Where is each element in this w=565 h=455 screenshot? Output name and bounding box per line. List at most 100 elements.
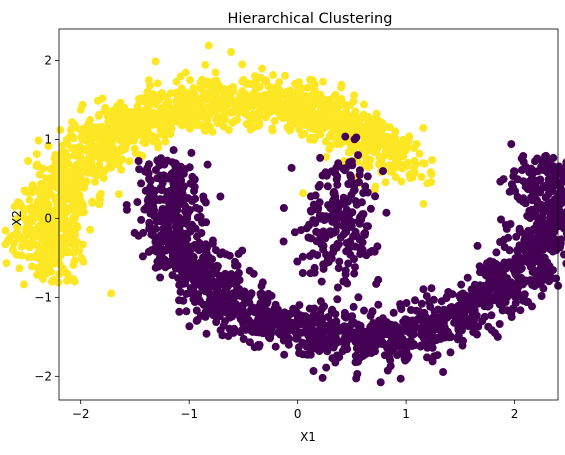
scatter-point [282, 113, 291, 122]
scatter-point [80, 208, 88, 217]
scatter-point [455, 292, 464, 300]
scatter-point [485, 301, 494, 310]
scatter-point [546, 204, 555, 213]
scatter-point [28, 262, 36, 271]
scatter-point [227, 48, 236, 56]
scatter-point [355, 219, 364, 228]
scatter-point [526, 214, 535, 223]
scatter-point [411, 160, 420, 169]
scatter-point [437, 324, 446, 333]
scatter-point [60, 234, 69, 242]
scatter-point [338, 347, 347, 356]
scatter-point [404, 136, 413, 145]
scatter-point [258, 100, 266, 109]
scatter-point [457, 326, 466, 335]
scatter-point [215, 95, 224, 103]
scatter-point [187, 148, 196, 157]
scatter-point [371, 141, 380, 150]
scatter-point [35, 170, 44, 179]
scatter-point [383, 340, 392, 349]
scatter-point [181, 165, 190, 174]
scatter-point [514, 273, 523, 282]
scatter-point [2, 259, 11, 268]
scatter-point [269, 71, 277, 79]
scatter-point [138, 94, 146, 103]
scatter-point [221, 100, 230, 109]
scatter-point [431, 314, 439, 323]
scatter-point [349, 302, 358, 311]
scatter-point [411, 296, 419, 305]
scatter-point [149, 90, 158, 99]
scatter-point [366, 134, 374, 143]
scatter-point [481, 293, 490, 301]
scatter-point [31, 232, 40, 241]
scatter-point [417, 341, 426, 350]
scatter-point [45, 188, 54, 197]
scatter-point [341, 132, 350, 141]
scatter-point [46, 165, 55, 174]
scatter-point [90, 177, 99, 186]
scatter-point [185, 322, 194, 331]
scatter-point [305, 304, 314, 313]
scatter-point [332, 243, 341, 252]
scatter-point [333, 108, 342, 117]
scatter-point [196, 297, 205, 306]
scatter-point [492, 248, 501, 257]
scatter-point [296, 320, 305, 329]
scatter-point [15, 264, 24, 273]
scatter-point [446, 348, 455, 357]
scatter-point [53, 172, 62, 181]
scatter-point [402, 299, 411, 307]
scatter-point [290, 228, 299, 237]
scatter-point [257, 326, 266, 335]
scatter-point [315, 126, 324, 135]
scatter-point [165, 173, 173, 182]
x-tick-label: 1 [402, 407, 410, 421]
scatter-point [319, 77, 327, 86]
scatter-point [342, 195, 351, 204]
scatter-point [1, 240, 10, 249]
scatter-point [327, 307, 336, 316]
scatter-point [305, 93, 314, 102]
scatter-point [156, 273, 165, 282]
scatter-point [271, 342, 280, 351]
scatter-point [47, 240, 56, 249]
scatter-point [203, 160, 212, 169]
scatter-point [189, 84, 198, 92]
scatter-point [154, 96, 163, 105]
scatter-point [137, 215, 146, 224]
scatter-point [201, 198, 210, 207]
scatter-point [525, 243, 534, 252]
scatter-point [134, 157, 143, 165]
scatter-point [54, 165, 62, 174]
scatter-point [379, 167, 387, 176]
scatter-point [110, 145, 119, 154]
scatter-point [96, 143, 105, 151]
scatter-point [139, 228, 148, 237]
scatter-point [337, 83, 346, 92]
scatter-point [413, 315, 422, 324]
scatter-point [255, 340, 264, 349]
scatter-point [543, 156, 552, 165]
scatter-point [321, 168, 330, 177]
scatter-point [216, 192, 225, 201]
scatter-point [63, 159, 72, 168]
scatter-point [193, 121, 202, 130]
scatter-point [426, 331, 435, 340]
scatter-point [225, 313, 234, 322]
scatter-point [521, 182, 530, 191]
scatter-point [539, 208, 548, 217]
scatter-point [146, 223, 155, 232]
scatter-point [225, 302, 234, 311]
scatter-point [312, 314, 321, 323]
scatter-point [539, 166, 548, 174]
scatter-point [146, 188, 154, 197]
scatter-point [158, 116, 166, 125]
scatter-point [272, 93, 281, 102]
scatter-point [462, 305, 471, 314]
scatter-point [133, 198, 142, 207]
scatter-point [322, 153, 331, 161]
scatter-point [43, 256, 52, 265]
scatter-point [267, 107, 276, 116]
scatter-point [329, 338, 338, 347]
